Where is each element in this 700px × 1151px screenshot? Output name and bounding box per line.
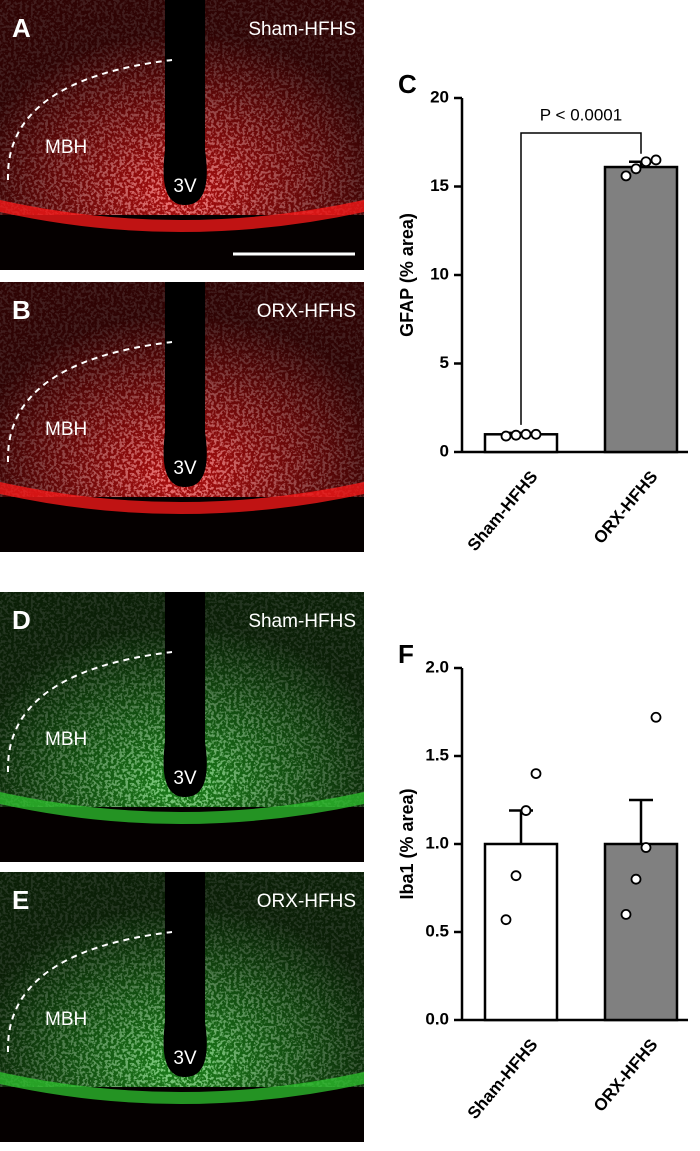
region-label: MBH	[45, 419, 87, 440]
y-tick-label: 20	[430, 87, 449, 106]
mbh-outline	[6, 651, 173, 773]
data-point	[530, 428, 542, 440]
x-tick-label: Sham-HFHS	[464, 467, 542, 554]
panel-letter: A	[12, 13, 31, 43]
y-tick-label: 10	[430, 264, 449, 283]
micrograph: D Sham-HFHS MBH 3V	[0, 592, 364, 862]
data-point	[510, 870, 522, 882]
data-point	[500, 430, 512, 442]
ventricle	[163, 592, 207, 797]
mbh-outline	[6, 931, 173, 1053]
data-point	[620, 909, 632, 920]
panel-label: Sham-HFHS	[248, 611, 356, 632]
region-label: MBH	[45, 729, 87, 750]
x-tick-label: ORX-HFHS	[590, 1035, 662, 1115]
bar	[603, 842, 679, 1022]
panel-letter: C	[398, 69, 417, 99]
data-point	[630, 163, 642, 175]
panel-label: Sham-HFHS	[248, 19, 356, 40]
y-tick-label: 1.0	[425, 833, 449, 852]
floor-band	[0, 200, 364, 232]
panel-label: ORX-HFHS	[257, 891, 356, 912]
bar	[483, 842, 559, 1022]
micrograph: B ORX-HFHS MBH 3V	[0, 282, 364, 552]
data-point	[650, 711, 662, 723]
floor-band	[0, 792, 364, 824]
ventricle-label: 3V	[173, 768, 197, 789]
ventricle	[163, 282, 207, 487]
ventricle-label: 3V	[173, 1048, 197, 1069]
panel-label: ORX-HFHS	[257, 301, 356, 322]
y-tick-label: 0.0	[425, 1009, 449, 1028]
ventricle	[163, 872, 207, 1077]
micrograph: E ORX-HFHS MBH 3V	[0, 872, 364, 1142]
ventricle	[163, 0, 207, 205]
panel-letter: E	[12, 885, 29, 915]
y-tick-label: 15	[430, 176, 449, 195]
floor-band	[0, 482, 364, 514]
significance-bracket	[520, 132, 642, 425]
x-tick-label: Sham-HFHS	[464, 1035, 542, 1122]
region-label: MBH	[45, 1009, 87, 1030]
y-axis-label: Iba1 (% area)	[397, 788, 417, 899]
data-point	[650, 154, 662, 166]
data-point	[520, 805, 532, 816]
data-point	[500, 914, 512, 926]
data-point	[640, 842, 652, 853]
data-point	[640, 156, 652, 168]
panel-letter: D	[12, 605, 31, 635]
floor-band	[0, 1072, 364, 1104]
y-tick-label: 0.5	[425, 921, 449, 940]
ventricle-label: 3V	[173, 458, 197, 479]
data-point	[530, 768, 542, 779]
y-tick-label: 0	[440, 441, 449, 460]
bar	[603, 165, 679, 454]
data-point	[630, 873, 642, 885]
annotation: P < 0.0001	[540, 105, 622, 124]
panel-letter: B	[12, 295, 31, 325]
data-point	[620, 170, 632, 182]
y-tick-label: 5	[440, 353, 449, 372]
ventricle-label: 3V	[173, 176, 197, 197]
mbh-outline	[6, 341, 173, 463]
x-tick-label: ORX-HFHS	[590, 467, 662, 547]
mbh-outline	[6, 59, 173, 181]
y-axis-label: GFAP (% area)	[397, 213, 417, 337]
panel-letter: F	[398, 639, 414, 669]
region-label: MBH	[45, 137, 87, 158]
y-tick-label: 2.0	[425, 657, 449, 676]
micrograph: A Sham-HFHS MBH 3V	[0, 0, 364, 270]
y-tick-label: 1.5	[425, 745, 449, 764]
data-point	[520, 428, 532, 440]
data-point	[510, 429, 522, 441]
